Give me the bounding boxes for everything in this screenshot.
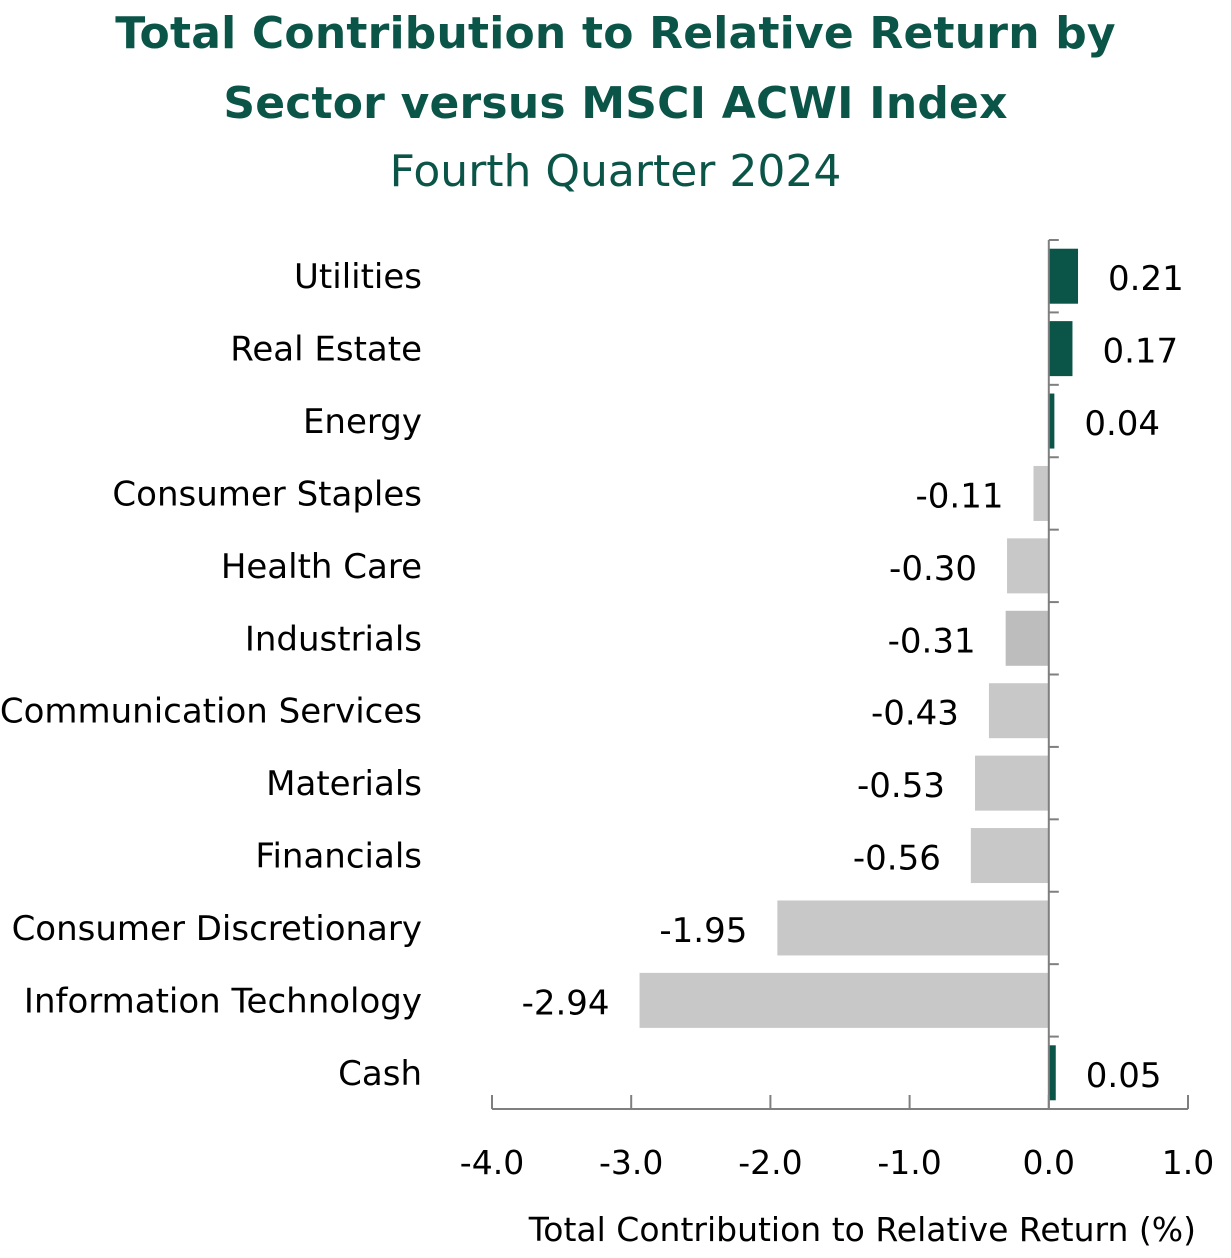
category-label: Consumer Discretionary [12,909,422,949]
data-label: -0.30 [889,549,977,589]
data-label: -2.94 [522,983,610,1023]
bar-information-technology [639,972,1049,1028]
bar-health-care [1007,538,1049,594]
x-tick-label: 1.0 [1162,1143,1214,1182]
bar-financials [970,828,1049,884]
data-label: 0.17 [1102,332,1178,372]
bar-communication-services [988,683,1049,739]
bar-real-estate [1048,321,1073,377]
data-label: -0.31 [888,621,976,661]
x-tick-label: -3.0 [599,1143,663,1182]
category-label: Cash [338,1054,422,1094]
data-label: 0.21 [1108,259,1184,299]
category-label: Energy [303,402,422,442]
category-label: Real Estate [230,330,422,370]
x-axis-title: Total Contribution to Relative Return (%… [528,1210,1196,1249]
chart-title-line-1: Total Contribution to Relative Return by [115,8,1116,59]
data-label: -0.56 [853,839,941,879]
category-label: Financials [255,837,422,877]
category-label: Consumer Staples [112,474,422,514]
data-label: -0.11 [916,476,1004,516]
bar-utilities [1048,248,1079,304]
category-label: Communication Services [0,692,422,732]
data-label: 0.04 [1084,404,1160,444]
chart-subtitle: Fourth Quarter 2024 [389,146,842,197]
bar-energy [1048,393,1055,449]
chart-title-line-2: Sector versus MSCI ACWI Index [223,78,1008,129]
data-label: -0.43 [871,694,959,734]
category-label: Information Technology [24,981,422,1021]
data-label: 0.05 [1086,1056,1162,1096]
category-label: Materials [266,764,422,804]
category-label: Industrials [245,619,422,659]
x-tick-label: -2.0 [738,1143,802,1182]
bar-consumer-discretionary [777,900,1049,956]
x-tick-label: -4.0 [460,1143,524,1182]
bar-materials [975,755,1049,811]
x-tick-label: -1.0 [877,1143,941,1182]
x-tick-label: 0.0 [1023,1143,1075,1182]
category-label: Utilities [294,257,422,297]
category-label: Health Care [221,547,422,587]
data-label: -0.53 [857,766,945,806]
bar-cash [1048,1045,1056,1101]
bar-consumer-staples [1033,465,1049,521]
data-label: -1.95 [659,911,747,951]
bar-industrials [1005,610,1049,666]
